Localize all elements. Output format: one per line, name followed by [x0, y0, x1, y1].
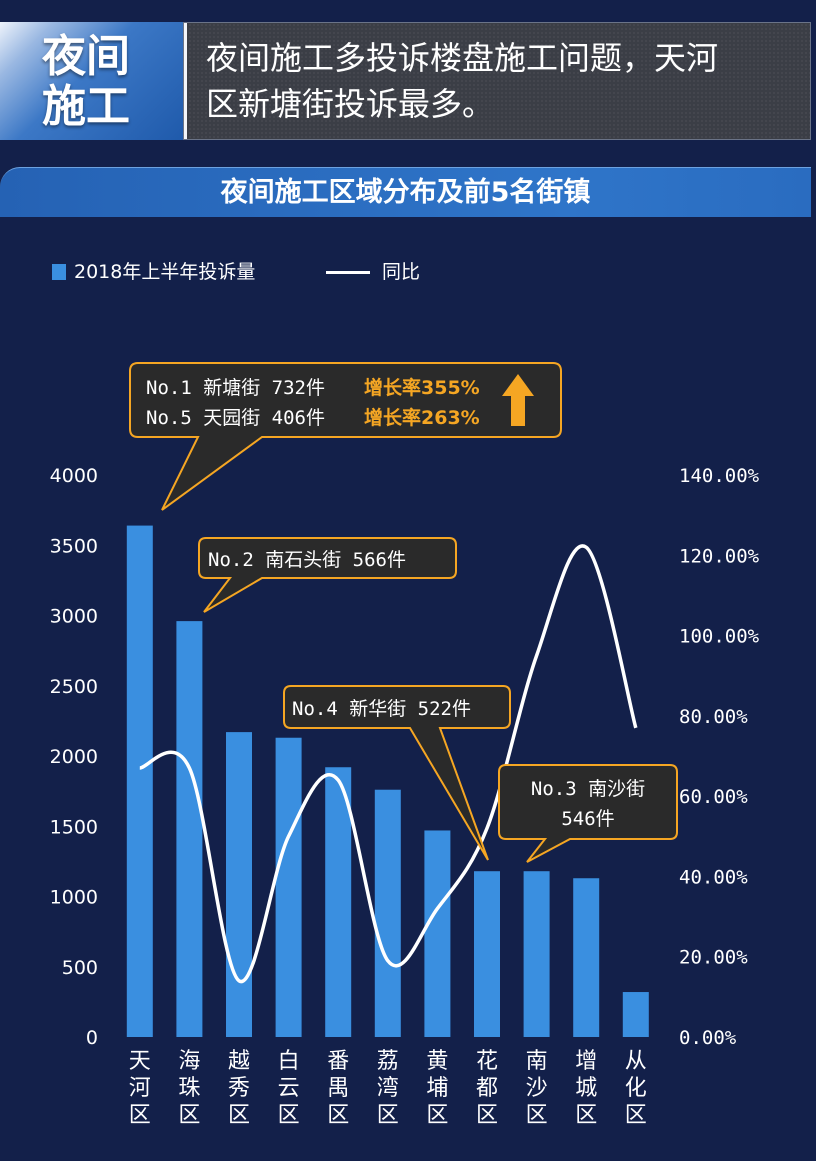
x-axis-label: 都 [476, 1076, 498, 1101]
x-axis-label: 黄 [426, 1049, 448, 1074]
x-axis-label: 区 [129, 1103, 151, 1128]
x-axis-label: 城 [575, 1076, 597, 1101]
x-axis-label: 区 [426, 1103, 448, 1128]
x-axis-label: 区 [575, 1103, 597, 1128]
x-axis-label: 南 [526, 1049, 548, 1074]
x-axis-label: 天 [129, 1049, 151, 1074]
bar [573, 878, 600, 1037]
header-tag: 夜间 施工 [0, 22, 183, 140]
bar [325, 767, 352, 1037]
x-axis-label: 埔 [426, 1076, 448, 1101]
x-axis-label: 区 [178, 1103, 200, 1128]
y-left-tick-label: 3500 [50, 535, 98, 557]
yoy-line [139, 544, 638, 984]
x-axis-label: 沙 [526, 1076, 548, 1101]
callout-no2: No.2 南石头街 566件 [198, 537, 457, 613]
y-left-tick-label: 1500 [50, 816, 98, 838]
x-axis-label: 珠 [178, 1076, 200, 1101]
y-right-tick-label: 140.00% [679, 465, 760, 487]
callout-no1-rate: 增长率355% [364, 376, 480, 399]
bar [226, 732, 252, 1037]
x-axis-label: 区 [476, 1103, 498, 1128]
x-axis-label: 区 [377, 1103, 399, 1128]
y-left-tick-label: 0 [86, 1027, 98, 1049]
x-axis-label: 区 [526, 1103, 548, 1128]
x-axis-label: 云 [278, 1076, 300, 1101]
y-left-tick-label: 2000 [50, 746, 98, 768]
y-left-tick-label: 4000 [50, 465, 98, 487]
x-axis-label: 越 [228, 1049, 250, 1074]
x-axis-label: 秀 [228, 1076, 250, 1101]
bar [622, 992, 649, 1037]
callout-no1-text: No.1 新塘街 732件 [146, 377, 325, 399]
bar [126, 525, 153, 1037]
bar [275, 737, 302, 1037]
x-axis-label: 番 [327, 1049, 349, 1074]
x-axis-label: 区 [327, 1103, 349, 1128]
legend-line-label: 同比 [382, 261, 421, 283]
y-right-tick-label: 60.00% [679, 786, 748, 808]
y-right-tick-label: 80.00% [679, 706, 748, 728]
bar [176, 621, 203, 1037]
x-axis-label: 河 [129, 1076, 151, 1101]
x-axis-label: 白 [278, 1049, 300, 1074]
callout-no3-line2: 546件 [561, 808, 614, 830]
x-axis-label: 区 [228, 1103, 250, 1128]
x-axis-label: 花 [476, 1049, 498, 1074]
x-axis-label: 从 [625, 1049, 647, 1074]
y-left-tick-label: 3000 [50, 606, 98, 628]
x-axis-label: 增 [575, 1049, 597, 1074]
callout-no4: No.4 新华街 522件 [283, 685, 511, 861]
x-axis-label: 区 [625, 1103, 647, 1128]
y-left-tick-label: 500 [62, 957, 98, 979]
x-axis-label: 海 [178, 1049, 200, 1074]
callout-no2-box [198, 537, 457, 613]
header-tag-line1: 夜间 [42, 31, 130, 82]
bar [424, 830, 451, 1037]
x-axis-label: 化 [625, 1076, 647, 1101]
up-arrow-icon [502, 374, 534, 426]
y-right-tick-label: 100.00% [679, 626, 760, 648]
callout-no4-text: No.4 新华街 522件 [292, 698, 471, 720]
x-axis-label: 荔 [377, 1049, 399, 1074]
callout-no5-text: No.5 天园街 406件 [146, 407, 325, 429]
x-axis-label: 湾 [377, 1076, 399, 1101]
x-axis-label: 区 [278, 1103, 300, 1128]
bar [523, 871, 550, 1037]
y-axis-left: 0 500 1000 1500 2000 2500 3000 3500 4000 [50, 465, 98, 1049]
header-description: 夜间施工多投诉楼盘施工问题，天河 区新塘街投诉最多。 [183, 22, 811, 140]
callout-no1: No.1 新塘街 732件 增长率355% No.5 天园街 406件 增长率2… [129, 362, 562, 511]
callout-no5-rate: 增长率263% [364, 406, 480, 429]
bar [374, 789, 401, 1037]
callout-no3: No.3 南沙街 546件 [498, 764, 678, 863]
y-right-tick-label: 120.00% [679, 545, 760, 567]
callout-no2-text: No.2 南石头街 566件 [208, 549, 406, 571]
legend-bar-swatch [52, 264, 66, 280]
legend-bar-label: 2018年上半年投诉量 [74, 261, 256, 283]
callout-no3-line1: No.3 南沙街 [531, 778, 645, 800]
legend-line-swatch [326, 271, 370, 274]
y-left-tick-label: 1000 [50, 887, 98, 909]
y-left-tick-label: 2500 [50, 676, 98, 698]
chart-title-bar: 夜间施工区域分布及前5名街镇 [0, 167, 811, 217]
header: 夜间 施工 夜间施工多投诉楼盘施工问题，天河 区新塘街投诉最多。 [0, 22, 816, 140]
header-tag-line2: 施工 [42, 81, 130, 132]
callout-no3-box [498, 764, 678, 863]
y-right-tick-label: 20.00% [679, 947, 748, 969]
header-text-line2: 区新塘街投诉最多。 [206, 85, 495, 123]
bar-series [126, 525, 649, 1037]
y-axis-right: 0.00% 20.00% 40.00% 60.00% 80.00% 100.00% 120.… [679, 465, 760, 1049]
callout-no4-box [283, 685, 511, 861]
y-right-tick-label: 40.00% [679, 866, 748, 888]
bar [474, 871, 500, 1037]
header-text-line1: 夜间施工多投诉楼盘施工问题，天河 [206, 39, 719, 77]
callout-no1-box [129, 362, 562, 511]
x-axis-label: 禺 [327, 1076, 349, 1101]
y-right-tick-label: 0.00% [679, 1027, 737, 1049]
